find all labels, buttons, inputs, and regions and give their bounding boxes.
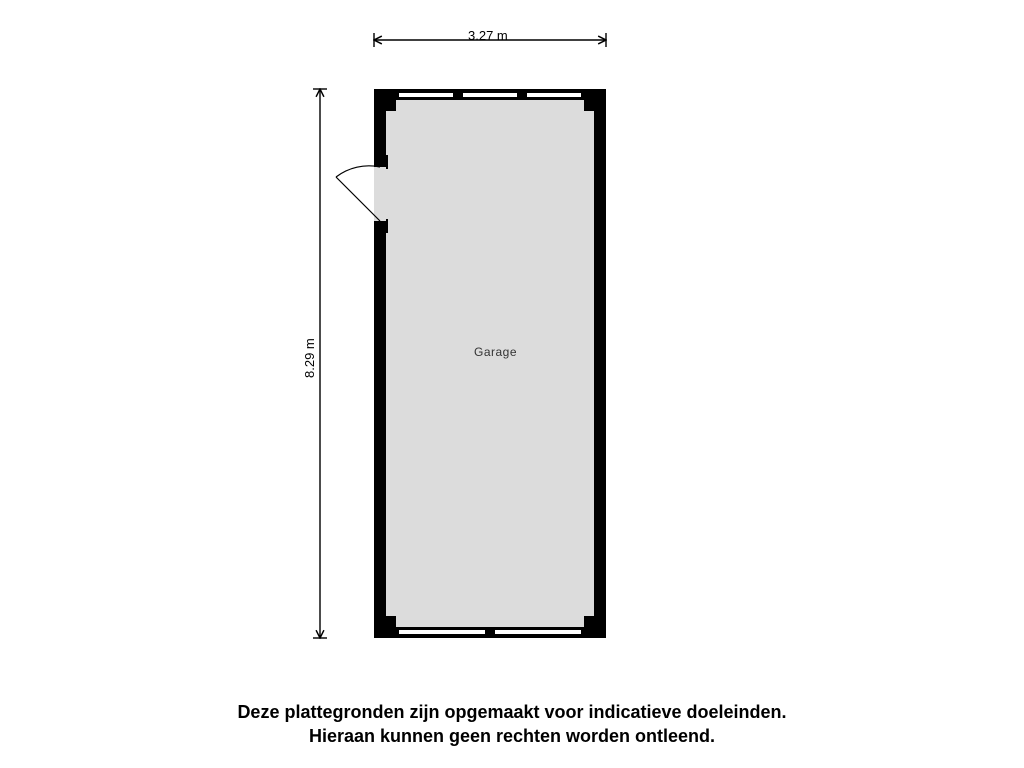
floorplan-stage: Garage 3.27 m 8.29 m Deze plattegronden … [0,0,1024,768]
dimension-height-label: 8.29 m [302,338,317,378]
door [336,166,386,221]
room-interior [386,100,594,627]
disclaimer-line2: Hieraan kunnen geen rechten worden ontle… [309,726,715,746]
disclaimer-text: Deze plattegronden zijn opgemaakt voor i… [0,700,1024,749]
dimension-width-label: 3.27 m [468,28,508,43]
disclaimer-line1: Deze plattegronden zijn opgemaakt voor i… [237,702,786,722]
floorplan-svg [0,0,1024,768]
room-label-garage: Garage [474,345,517,359]
